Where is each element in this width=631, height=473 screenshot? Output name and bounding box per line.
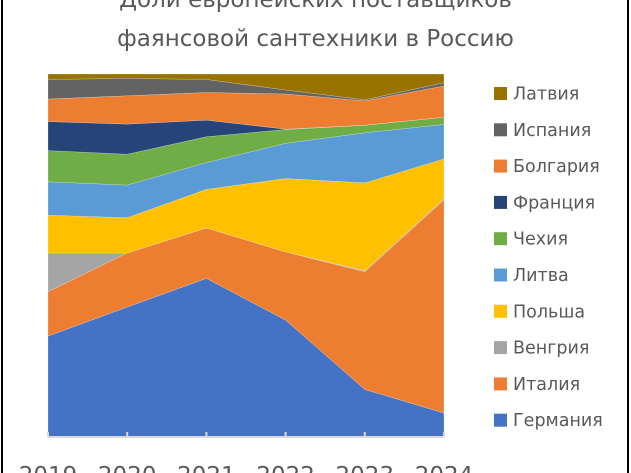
right-border (627, 0, 629, 473)
legend-swatch (494, 341, 507, 355)
legend-swatch (494, 195, 507, 209)
legend-swatch (494, 304, 507, 318)
left-border (1, 0, 3, 473)
x-tick-label: 2022 (256, 463, 315, 473)
legend-label: Венгрия (513, 339, 589, 359)
x-tick-label: 2019 (19, 463, 78, 473)
area-Латвия (47, 73, 445, 100)
legend-label: Франция (513, 193, 595, 213)
legend-swatch (494, 123, 507, 137)
x-tick-label: 2021 (177, 463, 236, 473)
x-tick-label: 2024 (415, 463, 474, 473)
legend-swatch (494, 377, 507, 391)
legend-label: Польша (513, 302, 585, 322)
legend-swatch (494, 87, 507, 100)
legend-label: Литва (513, 266, 569, 286)
chart-title-line-2: фаянсовой сантехники в Россию (117, 26, 514, 52)
x-tick-label: 2023 (336, 463, 395, 473)
legend-label: Болгария (513, 157, 600, 177)
legend-swatch (494, 232, 507, 246)
chart-title-line-1: Доли европейских поставщиков (119, 0, 512, 13)
x-tick-label: 2020 (98, 463, 157, 473)
legend-swatch (494, 413, 507, 427)
legend-label: Латвия (513, 85, 579, 105)
legend-label: Чехия (513, 230, 568, 250)
legend-label: Германия (513, 411, 603, 431)
legend-swatch (494, 159, 507, 173)
legend-label: Италия (513, 375, 580, 395)
legend-swatch (494, 268, 507, 282)
legend-label: Испания (513, 121, 591, 141)
